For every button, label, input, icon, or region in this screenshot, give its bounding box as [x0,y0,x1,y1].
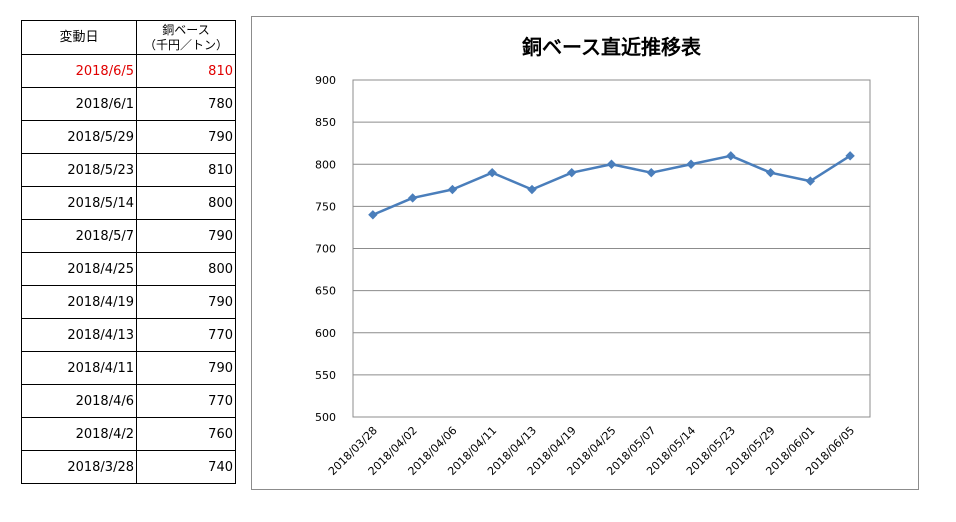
data-point [646,167,656,178]
y-tick-label: 850 [315,116,336,129]
date-cell: 2018/4/2 [21,417,137,451]
header-value: 銅ベース （千円／トン） [136,20,236,55]
data-point [447,184,458,195]
value-cell: 780 [136,87,236,121]
data-point [686,159,696,169]
date-cell: 2018/4/11 [21,351,137,385]
date-cell: 2018/6/1 [21,87,137,121]
data-point [726,151,736,161]
y-tick-label: 650 [315,285,336,298]
header-date: 変動日 [21,20,137,55]
date-cell: 2018/6/5 [21,54,137,88]
data-point [765,167,776,178]
table-row: 2018/5/29 790 [21,120,236,154]
table-row: 2018/5/7 790 [21,219,236,253]
date-cell: 2018/3/28 [21,450,137,484]
value-cell: 810 [136,54,236,88]
date-cell: 2018/4/19 [21,285,137,319]
date-cell: 2018/5/23 [21,153,137,187]
y-tick-label: 550 [315,369,336,382]
value-cell: 740 [136,450,236,484]
plot-area [352,79,871,418]
table-row: 2018/4/19 790 [21,285,236,319]
value-cell: 800 [136,186,236,220]
data-point [407,193,418,203]
data-point [487,167,497,178]
value-cell: 790 [136,219,236,253]
date-cell: 2018/5/29 [21,120,137,154]
value-cell: 810 [136,153,236,187]
price-table: 変動日 銅ベース （千円／トン） 2018/6/5 810 2018/6/1 780 2… [21,20,236,484]
data-point [368,210,378,220]
date-cell: 2018/4/6 [21,384,137,418]
value-cell: 770 [136,318,236,352]
y-tick-label: 500 [315,411,336,424]
table-row: 2018/4/6 770 [21,384,236,418]
table-row: 2018/4/2 760 [21,417,236,451]
data-point [606,159,617,169]
data-point [805,176,816,186]
table-row: 2018/6/1 780 [21,87,236,121]
data-point [845,151,855,161]
line-chart: 銅ベース直近推移表5005506006507007508008509002018… [315,35,871,478]
chart-title: 銅ベース直近推移表 [522,35,702,59]
value-cell: 790 [136,285,236,319]
table-row: 2018/3/28 740 [21,450,236,484]
value-cell: 790 [136,351,236,385]
date-cell: 2018/4/13 [21,318,137,352]
table-row: 2018/5/14 800 [21,186,236,220]
date-cell: 2018/4/25 [21,252,137,286]
table-row: 2018/4/25 800 [21,252,236,286]
table-row: 2018/5/23 810 [21,153,236,187]
value-cell: 770 [136,384,236,418]
date-cell: 2018/5/14 [21,186,137,220]
value-cell: 800 [136,252,236,286]
y-tick-label: 900 [315,74,336,87]
y-tick-label: 700 [315,243,336,256]
table-row: 2018/4/11 790 [21,351,236,385]
table-row: 2018/6/5 810 [21,54,236,88]
table-row: 2018/4/13 770 [21,318,236,352]
header-value-line2: （千円／トン） [143,37,228,52]
table-header-row: 変動日 銅ベース （千円／トン） [21,20,236,55]
y-tick-label: 600 [315,327,336,340]
date-cell: 2018/5/7 [21,219,137,253]
y-tick-label: 750 [315,200,336,213]
chart-frame: 銅ベース直近推移表 500 550 600 650 700 750 800 850 900 2018… [251,16,919,490]
data-point [527,184,537,195]
value-cell: 790 [136,120,236,154]
y-tick-label: 800 [315,158,336,171]
data-point [567,167,577,178]
value-cell: 760 [136,417,236,451]
header-value-line1: 銅ベース [162,22,210,37]
